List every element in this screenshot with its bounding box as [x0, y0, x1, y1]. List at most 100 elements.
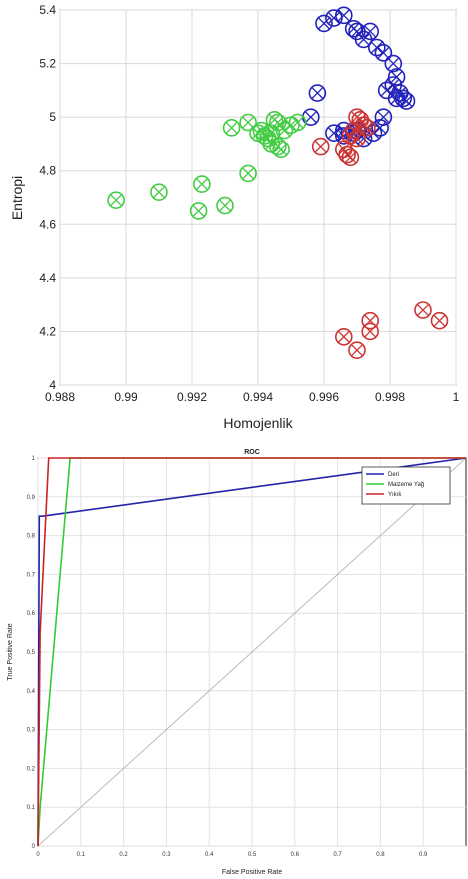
scatter-point-circle: [384, 54, 403, 73]
scatter-x-tick-label: 0.998: [375, 390, 405, 404]
roc-legend-box: [361, 466, 451, 505]
roc-y-tick-label: 0.9: [27, 495, 36, 501]
scatter-point-circle: [341, 148, 360, 167]
roc-y-tick-label: 0.1: [27, 805, 36, 811]
scatter-point-circle: [344, 19, 363, 38]
scatter-point-cross: [377, 111, 390, 124]
scatter-y-tick-label: 4.8: [39, 164, 56, 178]
scatter-point-circle: [358, 119, 376, 137]
scatter-point: [222, 119, 241, 137]
roc-x-tick-label: 0.2: [119, 852, 128, 858]
scatter-point-cross: [304, 111, 317, 124]
roc-y-tick-label: 1: [32, 456, 36, 462]
scatter-y-tick-label: 4.2: [39, 324, 56, 338]
roc-x-tick-label: 0: [36, 852, 40, 858]
scatter-point-circle: [334, 327, 353, 346]
roc-x-axis-label: False Positive Rate: [222, 869, 282, 876]
scatter-point-cross: [255, 124, 268, 137]
scatter-point: [430, 311, 449, 330]
scatter-point-cross: [284, 119, 298, 132]
scatter-point-cross: [327, 11, 340, 25]
roc-chart: 0 0.1 0.2 0.3 0.4 0.5 0.6 0.7 0.8 0.9 00.10.20.30…: [7, 449, 467, 876]
scatter-point-cross: [433, 314, 446, 327]
roc-legend-label: Malzeme Yağ: [388, 482, 424, 488]
scatter-y-tick-label: 5.4: [39, 3, 56, 17]
roc-x-tick-label: 0.6: [291, 852, 300, 858]
scatter-point-circle: [348, 341, 366, 359]
scatter-point-cross: [337, 330, 350, 343]
scatter-point-cross: [344, 129, 357, 142]
scatter-point: [272, 140, 290, 159]
scatter-x-tick-label: 0.996: [309, 390, 339, 404]
scatter-point: [341, 148, 360, 167]
roc-legend-label: Yıkık: [388, 492, 402, 498]
scatter-point-circle: [265, 111, 284, 129]
scatter-point: [334, 6, 353, 25]
roc-x-tick-label: 0.4: [205, 852, 214, 858]
scatter-point: [315, 14, 333, 33]
scatter-point-circle: [371, 119, 389, 137]
scatter-point: [311, 137, 330, 156]
scatter-point: [348, 341, 366, 359]
roc-grid: [37, 457, 466, 847]
scatter-point-cross: [357, 33, 370, 46]
scatter-point-cross: [364, 314, 377, 327]
scatter-point-circle: [239, 164, 257, 183]
scatter-point-cross: [314, 140, 327, 153]
scatter-point-cross: [192, 204, 205, 217]
scatter-point-cross: [350, 132, 364, 145]
scatter-point-cross: [416, 303, 430, 317]
scatter-point-circle: [193, 175, 211, 193]
scatter-point-circle: [334, 6, 353, 25]
scatter-point-circle: [107, 191, 125, 209]
roc-y-tick-label: 0.2: [27, 766, 36, 772]
scatter-point: [150, 183, 168, 201]
scatter-point: [193, 175, 211, 193]
roc-line: [37, 457, 467, 847]
scatter-x-tick-label: 0.99: [114, 390, 138, 404]
roc-x-tick-label: 0.9: [419, 852, 428, 858]
scatter-point: [262, 124, 281, 143]
scatter-point: [239, 164, 257, 183]
scatter-point-cross: [350, 25, 364, 38]
scatter-point: [189, 202, 208, 220]
roc-y-tick-label: 0.7: [27, 572, 36, 578]
scatter-point-circle: [374, 44, 393, 62]
scatter-point-circle: [216, 196, 234, 215]
scatter-y-tick-label: 4.4: [39, 271, 56, 285]
scatter-point-circle: [394, 89, 413, 108]
scatter-point-cross: [225, 121, 238, 134]
scatter-point-cross: [387, 57, 400, 70]
roc-y-tick-label: 0: [32, 844, 36, 850]
scatter-point-circle: [414, 301, 432, 319]
scatter-y-tick-label: 5: [49, 110, 56, 124]
scatter-point-circle: [239, 113, 257, 132]
scatter-point-cross: [110, 194, 123, 207]
roc-x-tick-label: 0.5: [248, 852, 257, 858]
scatter-point-circle: [222, 119, 241, 137]
scatter-point-circle: [367, 38, 386, 57]
scatter-point-cross: [291, 116, 304, 129]
scatter-point-circle: [288, 113, 307, 132]
scatter-point-cross: [195, 178, 208, 191]
scatter-point-circle: [275, 121, 294, 140]
scatter-point-cross: [218, 199, 232, 212]
scatter-x-tick-label: 0.988: [45, 390, 75, 404]
scatter-point-cross: [360, 121, 373, 134]
roc-x-tick-label: 0.3: [162, 852, 171, 858]
roc-y-axis-label: True Positive Rate: [7, 623, 14, 680]
scatter-point: [308, 84, 327, 102]
scatter-point-circle: [315, 14, 333, 33]
scatter-point-cross: [265, 127, 278, 140]
scatter-point-cross: [337, 9, 350, 22]
roc-title: ROC: [244, 449, 260, 456]
scatter-y-axis-label: Entropi: [9, 176, 25, 220]
roc-y-tick-label: 0.6: [27, 611, 36, 617]
scatter-point-circle: [262, 124, 281, 143]
roc-y-tick-label: 0.4: [27, 689, 36, 695]
scatter-point-cross: [350, 344, 364, 357]
scatter-point-cross: [364, 25, 377, 38]
scatter-point-circle: [338, 145, 356, 164]
scatter-point-circle: [308, 84, 327, 102]
